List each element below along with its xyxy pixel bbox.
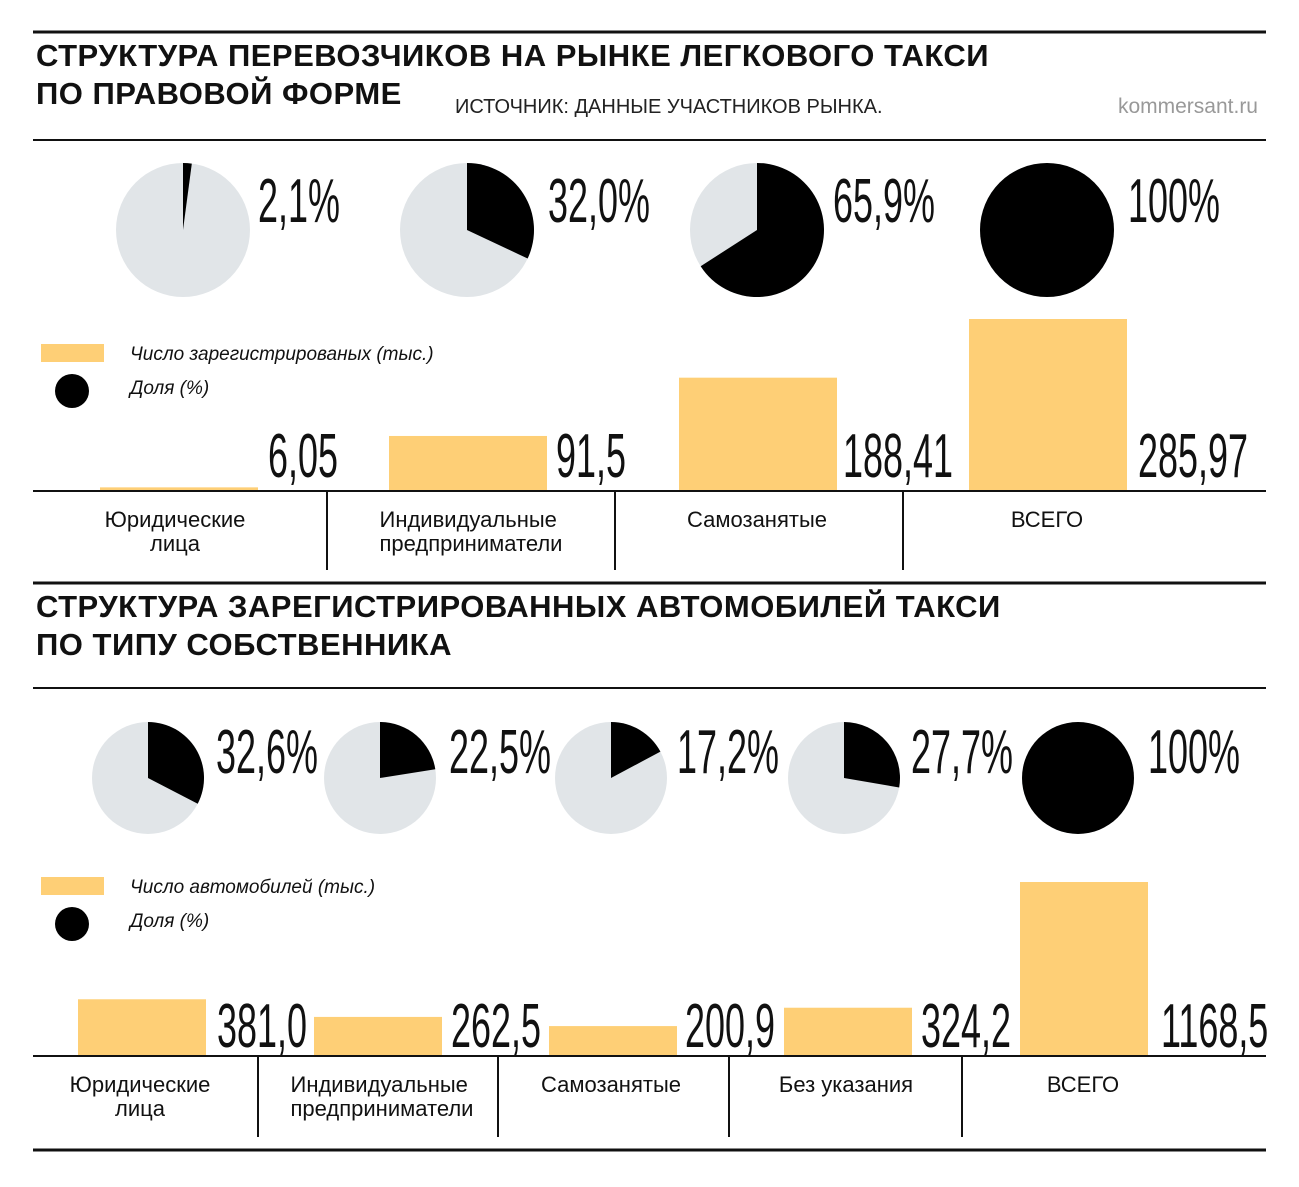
legend-swatch	[41, 344, 104, 362]
bar	[389, 435, 547, 491]
legend-label: Доля (%)	[128, 911, 209, 932]
chart-title: ПО ПРАВОВОЙ ФОРМЕ	[36, 75, 402, 111]
category-label: ВСЕГО	[1046, 1072, 1120, 1097]
value-label: 200,9	[685, 991, 775, 1061]
category-label: ВСЕГО	[1010, 507, 1084, 532]
pie-label: 32,6%	[216, 717, 318, 787]
pie-label: 65,9%	[833, 166, 935, 236]
bar	[100, 487, 258, 491]
category-label: Самозанятые	[541, 1072, 681, 1097]
value-label: 285,97	[1138, 421, 1248, 491]
pie-slice	[700, 163, 824, 297]
category-label: Без указания	[778, 1072, 914, 1097]
legend-label: Число автомобилей (тыс.)	[130, 877, 375, 898]
source: ИСТОЧНИК: ДАННЫЕ УЧАСТНИКОВ РЫНКА.	[455, 96, 883, 118]
pie-label: 17,2%	[677, 717, 779, 787]
pie-label: 27,7%	[911, 717, 1013, 787]
category-label: Индивидуальные предприниматели	[290, 1072, 474, 1121]
chart-title: СТРУКТУРА ЗАРЕГИСТРИРОВАННЫХ АВТОМОБИЛЕЙ…	[36, 588, 1001, 624]
pie-label: 32,0%	[548, 166, 650, 236]
category-label: Самозанятые	[687, 507, 827, 532]
pie-slice	[467, 163, 534, 259]
bar	[78, 999, 206, 1056]
bar	[549, 1026, 677, 1056]
pie-slice	[844, 722, 900, 788]
category-label: Юридические лица	[69, 1072, 211, 1121]
bar	[314, 1016, 442, 1056]
category-label: Юридические лица	[104, 507, 246, 556]
bar	[784, 1007, 912, 1056]
legend-swatch	[55, 374, 89, 408]
pie-slice	[148, 722, 204, 804]
credit: kommersant.ru	[1118, 95, 1258, 118]
pie-slice	[611, 722, 661, 778]
value-label: 381,0	[217, 991, 307, 1061]
legend-label: Доля (%)	[128, 378, 209, 399]
value-label: 1168,5	[1161, 991, 1268, 1061]
pie-label: 100%	[1148, 717, 1240, 787]
chart-title: ПО ТИПУ СОБСТВЕННИКА	[36, 627, 452, 662]
bar	[679, 377, 837, 491]
value-label: 324,2	[921, 991, 1011, 1061]
pie-slice	[1022, 722, 1134, 834]
chart-title: СТРУКТУРА ПЕРЕВОЗЧИКОВ НА РЫНКЕ ЛЕГКОВОГ…	[36, 38, 989, 73]
legend-swatch	[41, 877, 104, 895]
bar	[1020, 882, 1148, 1056]
value-label: 91,5	[556, 421, 626, 491]
legend-label: Число зарегистрированых (тыс.)	[130, 344, 434, 365]
legend-swatch	[55, 907, 89, 941]
value-label: 188,41	[843, 421, 953, 491]
pie-slice	[183, 163, 192, 230]
value-label: 262,5	[451, 991, 541, 1061]
value-label: 6,05	[268, 421, 338, 491]
pie-slice	[980, 163, 1114, 297]
pie-slice	[380, 722, 436, 778]
bar	[969, 319, 1127, 491]
category-label: Индивидуальные предприниматели	[379, 507, 563, 556]
pie-label: 22,5%	[449, 717, 551, 787]
pie-label: 2,1%	[258, 166, 340, 236]
pie-label: 100%	[1128, 166, 1220, 236]
